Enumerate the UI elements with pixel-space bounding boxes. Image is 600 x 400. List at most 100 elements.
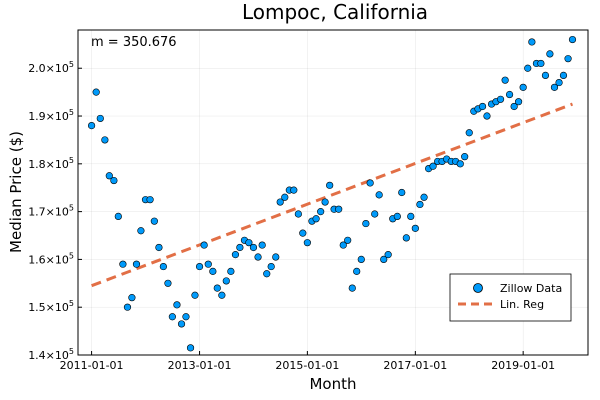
legend-label-linreg: Lin. Reg	[500, 298, 544, 311]
data-point	[564, 55, 572, 63]
data-point	[456, 160, 464, 168]
data-point	[465, 129, 473, 137]
data-point	[478, 102, 487, 111]
data-point	[528, 38, 536, 46]
data-point	[249, 243, 258, 252]
data-point	[514, 98, 523, 106]
data-point	[236, 243, 244, 252]
y-axis: 1.4×105 1.5×105 1.6×105 1.7×105 1.8×105 1.9×1…	[28, 60, 82, 362]
data-point	[546, 50, 554, 58]
data-point	[541, 71, 550, 80]
data-point	[105, 172, 113, 180]
y-axis-label: Median Price ($)	[7, 131, 25, 253]
regression-line	[91, 102, 574, 288]
data-point	[272, 253, 280, 261]
data-point	[227, 267, 235, 275]
data-point	[496, 95, 505, 103]
data-point	[258, 241, 266, 249]
data-point	[218, 291, 226, 299]
data-point	[524, 64, 532, 72]
data-point	[299, 229, 307, 237]
data-point	[357, 255, 365, 264]
data-point	[402, 234, 410, 242]
data-point	[326, 181, 334, 189]
data-point	[164, 279, 172, 287]
x-tick-label: 2015-01-01	[275, 359, 339, 372]
slope-annotation: m = 350.676	[91, 35, 177, 50]
data-point	[366, 179, 374, 187]
y-tick-label: 1.6×105	[28, 251, 74, 266]
data-point	[159, 262, 167, 271]
chart-title: Lompoc, California	[242, 0, 428, 24]
data-point	[177, 320, 186, 328]
data-point	[263, 270, 271, 278]
scatter-series	[87, 35, 577, 352]
data-point	[353, 267, 361, 275]
data-point	[375, 191, 383, 199]
x-tick-label: 2011-01-01	[60, 359, 124, 372]
legend-label-zillow: Zillow Data	[500, 282, 562, 295]
data-point	[339, 241, 347, 249]
data-point	[128, 294, 136, 302]
data-point	[317, 208, 325, 216]
data-point	[393, 212, 401, 220]
data-point	[537, 59, 545, 68]
data-point	[429, 162, 437, 170]
data-point	[519, 83, 527, 91]
data-point	[384, 251, 392, 259]
data-point	[213, 284, 221, 292]
data-point	[420, 193, 428, 201]
legend-marker-zillow	[473, 283, 483, 293]
data-point	[191, 291, 199, 299]
data-point	[483, 112, 491, 120]
data-point	[312, 215, 320, 223]
data-point	[568, 35, 577, 44]
x-tick-label: 2017-01-01	[383, 359, 447, 372]
data-point	[550, 83, 559, 91]
data-point	[195, 262, 204, 271]
x-axis: 2011-01-01 2013-01-01 2015-01-01 2017-01-01…	[60, 351, 555, 372]
data-point	[101, 136, 109, 144]
y-tick-label: 1.7×105	[28, 204, 74, 219]
data-point	[276, 198, 284, 206]
data-point	[290, 186, 298, 194]
data-point	[222, 277, 230, 285]
data-point	[204, 260, 212, 268]
data-point	[182, 313, 190, 321]
data-point	[294, 210, 302, 218]
data-point	[119, 260, 127, 268]
data-point	[209, 267, 217, 275]
data-point	[461, 153, 469, 161]
data-point	[398, 188, 406, 197]
data-point	[411, 224, 419, 232]
data-point	[146, 196, 154, 204]
y-tick-label: 1.5×105	[28, 299, 74, 314]
data-point	[132, 260, 141, 268]
data-point	[501, 76, 509, 84]
data-point	[510, 102, 518, 111]
data-point	[114, 212, 122, 220]
y-tick-label: 1.4×105	[28, 347, 74, 362]
data-point	[245, 239, 253, 247]
data-point	[137, 227, 145, 235]
x-tick-label: 2019-01-01	[491, 359, 555, 372]
data-point	[173, 301, 181, 309]
plot-frame	[77, 29, 589, 356]
data-point	[155, 243, 163, 252]
data-point	[380, 255, 388, 264]
data-point	[407, 212, 415, 220]
x-tick-label: 2013-01-01	[168, 359, 232, 372]
data-point	[344, 236, 352, 244]
data-point	[254, 253, 262, 261]
data-point	[96, 114, 104, 123]
y-tick-label: 2.0×105	[28, 60, 74, 75]
data-point	[348, 284, 356, 292]
data-point	[92, 88, 100, 96]
data-point	[281, 193, 289, 201]
data-point	[555, 78, 563, 87]
data-point	[186, 344, 195, 352]
data-point	[150, 217, 158, 225]
data-point	[267, 262, 275, 271]
y-tick-label: 1.9×105	[28, 108, 74, 123]
